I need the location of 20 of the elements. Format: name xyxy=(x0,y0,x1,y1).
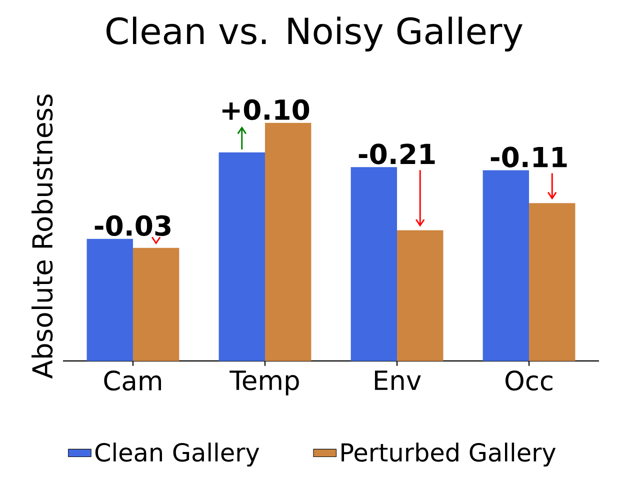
x-tick-label: Temp xyxy=(230,370,299,396)
bar xyxy=(482,170,530,361)
bar xyxy=(350,167,398,361)
legend-label: Clean Gallery xyxy=(95,442,260,467)
bar xyxy=(218,152,265,361)
bar xyxy=(132,248,180,361)
bar xyxy=(397,230,444,361)
y-axis-title: Absolute Robustness xyxy=(32,94,53,379)
annotation: -0.11 xyxy=(490,146,567,168)
chart-title: Clean vs. Noisy Gallery xyxy=(106,16,522,52)
annotation: -0.03 xyxy=(94,215,170,236)
annotation: -0.21 xyxy=(358,144,435,164)
bar xyxy=(86,238,133,361)
annotation: +0.10 xyxy=(222,99,310,120)
x-tick-label: Cam xyxy=(104,370,162,391)
x-tick-label: Occ xyxy=(506,370,552,391)
bar xyxy=(529,203,576,361)
legend-label: Perturbed Gallery xyxy=(342,442,556,467)
x-tick-label: Env xyxy=(374,370,421,390)
bar xyxy=(264,122,312,361)
